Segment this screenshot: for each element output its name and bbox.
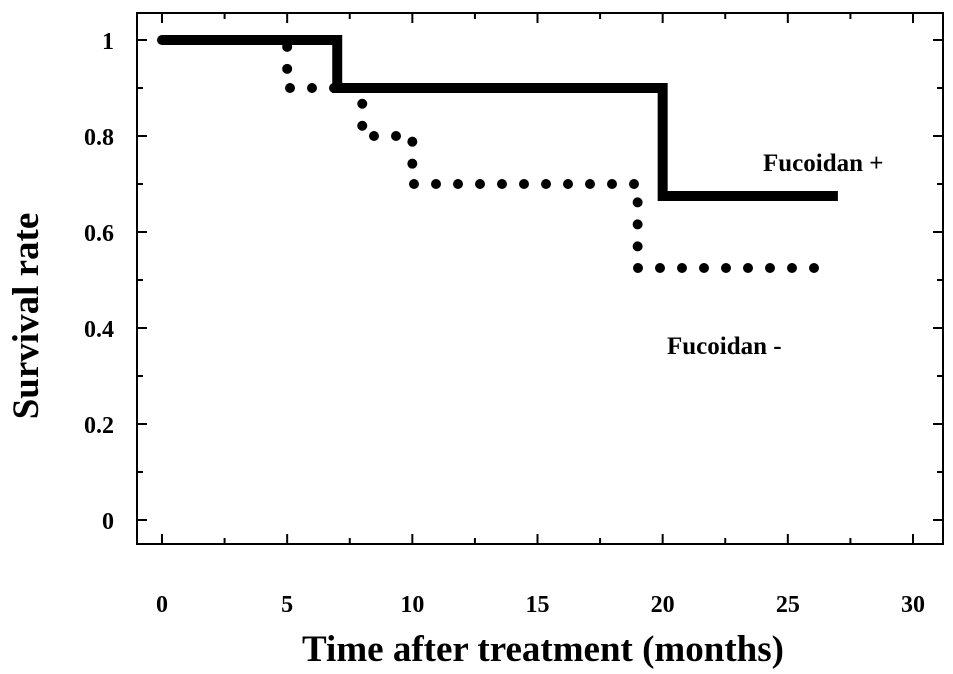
x-tick-label: 0 — [156, 592, 168, 618]
series-line-fucoidan-plus — [162, 35, 838, 201]
y-tick-label: 0.8 — [84, 125, 114, 151]
series-layer — [157, 35, 838, 273]
x-tick-label: 15 — [526, 592, 550, 618]
plot-frame — [136, 12, 944, 545]
x-tick-label: 25 — [776, 592, 800, 618]
x-tick-labels: 0 5 10 15 20 25 30 — [156, 592, 925, 618]
y-tick-label: 0.4 — [84, 317, 114, 343]
series-label-fucoidan-plus: Fucoidan + — [763, 150, 884, 177]
x-tick-label: 30 — [901, 592, 925, 618]
y-tick-label: 0.6 — [84, 221, 114, 247]
x-tick-label: 20 — [651, 592, 675, 618]
x-tick-label: 5 — [281, 592, 293, 618]
series-label-fucoidan-minus: Fucoidan - — [667, 333, 782, 360]
y-tick-label: 0 — [102, 509, 114, 535]
y-axis-title: Survival rate — [6, 213, 47, 420]
series-line-fucoidan-minus — [157, 35, 831, 273]
x-tick-label: 10 — [400, 592, 424, 618]
y-tick-label: 0.2 — [84, 413, 114, 439]
axis-ticks — [137, 13, 943, 544]
y-tick-label: 1 — [102, 29, 114, 55]
x-axis-title: Time after treatment (months) — [302, 629, 784, 670]
y-tick-labels: 0 0.2 0.4 0.6 0.8 1 — [84, 29, 114, 535]
